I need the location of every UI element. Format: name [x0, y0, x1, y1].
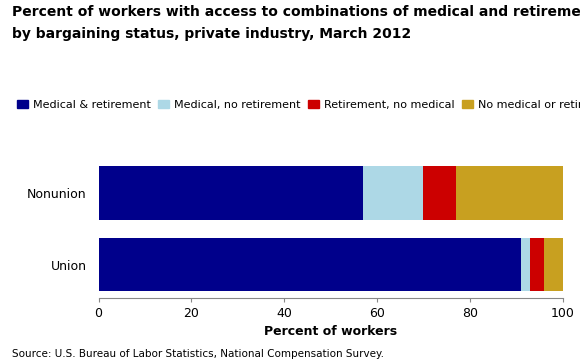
Bar [363, 166, 423, 220]
Text: by bargaining status, private industry, March 2012: by bargaining status, private industry, … [12, 27, 411, 41]
Bar [423, 166, 456, 220]
Text: Source: U.S. Bureau of Labor Statistics, National Compensation Survey.: Source: U.S. Bureau of Labor Statistics,… [12, 349, 383, 359]
X-axis label: Percent of workers: Percent of workers [264, 325, 397, 338]
Bar [456, 166, 563, 220]
Legend: Medical & retirement, Medical, no retirement, Retirement, no medical, No medical: Medical & retirement, Medical, no retire… [17, 100, 580, 110]
Bar [544, 238, 563, 291]
Text: Percent of workers with access to combinations of medical and retirement benefit: Percent of workers with access to combin… [12, 5, 580, 20]
Bar [99, 166, 363, 220]
Bar [521, 238, 530, 291]
Bar [99, 238, 521, 291]
Bar [530, 238, 544, 291]
